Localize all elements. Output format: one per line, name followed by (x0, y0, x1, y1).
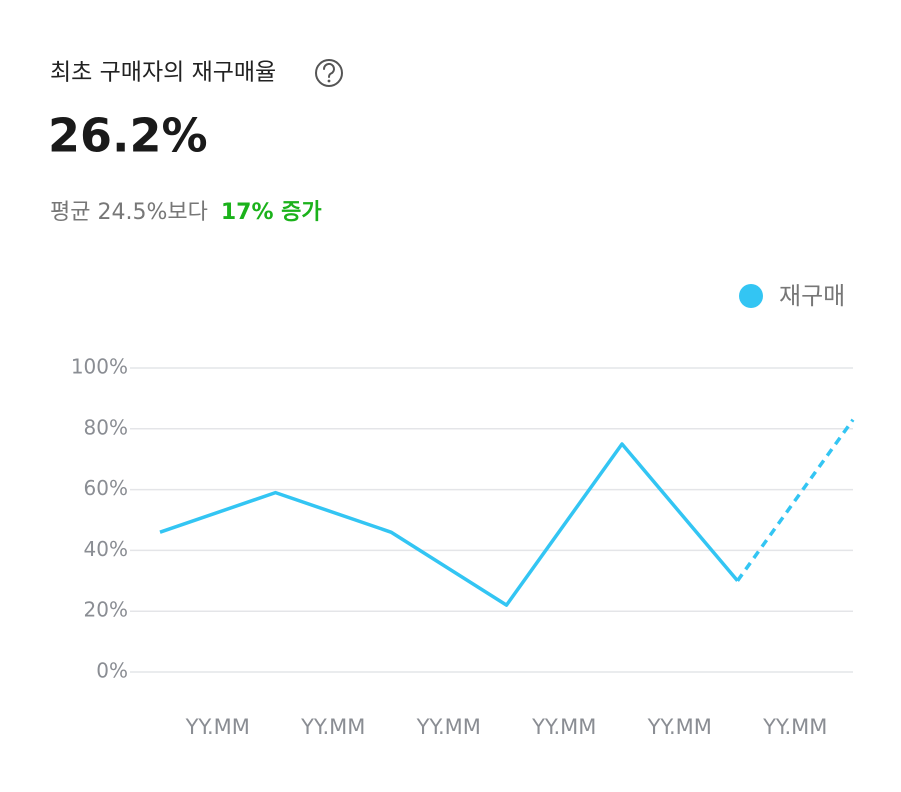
y-tick-label: 100% (71, 355, 128, 379)
y-tick-label: 20% (84, 598, 128, 622)
comparison: 평균 24.5%보다 (50, 200, 208, 225)
x-tick-label: YY.MM (647, 715, 712, 739)
x-tick-label: YY.MM (762, 715, 827, 739)
y-tick-label: 80% (84, 415, 128, 439)
x-tick-label: YY.MM (531, 715, 596, 739)
forecast-line (736, 418, 855, 582)
x-tick-label: YY.MM (300, 715, 365, 739)
title: 최초 구매자의 재구매율 (50, 60, 276, 86)
legend-label: 재구매 (779, 282, 845, 310)
change: 17% 증가 (221, 200, 322, 225)
series-line (159, 442, 739, 607)
y-tick-label: 0% (96, 659, 128, 683)
y-tick-label: 40% (84, 537, 128, 561)
legend-swatch (739, 284, 763, 308)
x-tick-label: YY.MM (416, 715, 481, 739)
help-icon[interactable] (315, 59, 343, 87)
y-tick-label: 60% (84, 476, 128, 500)
x-tick-label: YY.MM (185, 715, 250, 739)
main-value: 26.2% (48, 109, 208, 163)
comparison-line: 평균 24.5%보다 17% 증가 (50, 200, 322, 225)
